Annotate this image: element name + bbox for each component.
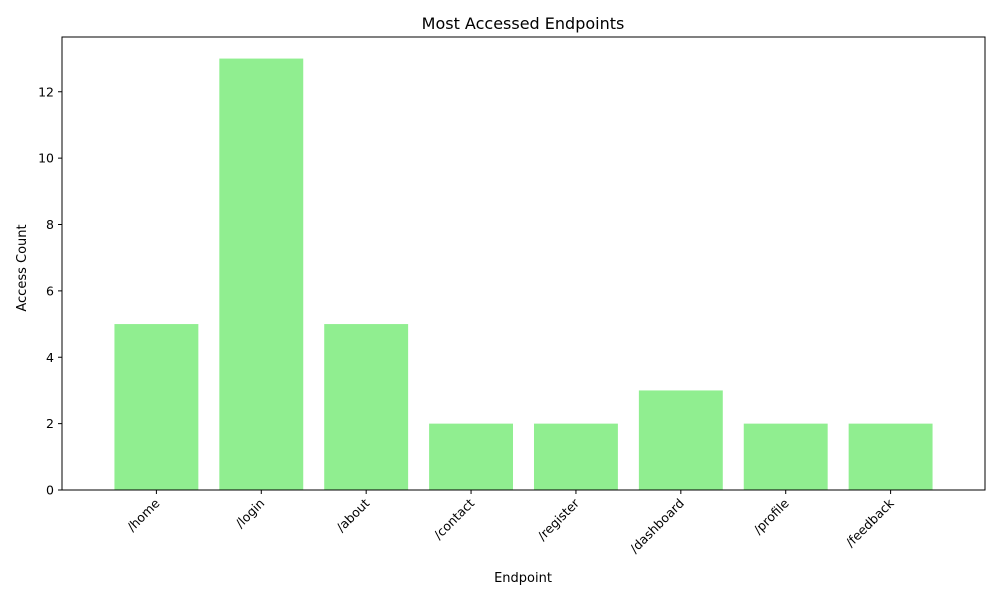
y-tick-label: 8 xyxy=(46,217,54,232)
bar-dashboard xyxy=(638,390,723,490)
bar-series xyxy=(114,58,933,490)
y-tick-label: 12 xyxy=(38,84,54,99)
bar-register xyxy=(533,423,618,490)
bar-contact xyxy=(429,423,514,490)
bar-profile xyxy=(743,423,828,490)
bar-home xyxy=(114,324,199,490)
bar-login xyxy=(219,58,304,490)
y-tick-label: 6 xyxy=(46,283,54,298)
y-tick-label: 4 xyxy=(46,350,54,365)
y-axis-ticks: 0 2 4 6 8 10 12 xyxy=(38,84,62,498)
bar-feedback xyxy=(848,423,933,490)
y-tick-label: 0 xyxy=(46,483,54,498)
bar-about xyxy=(324,324,409,490)
y-axis-label: Access Count xyxy=(15,224,30,311)
y-tick-label: 2 xyxy=(46,416,54,431)
y-tick-label: 10 xyxy=(38,151,54,166)
x-axis-label: Endpoint xyxy=(494,571,552,586)
plot-frame xyxy=(61,36,986,491)
chart-title: Most Accessed Endpoints xyxy=(422,14,625,33)
